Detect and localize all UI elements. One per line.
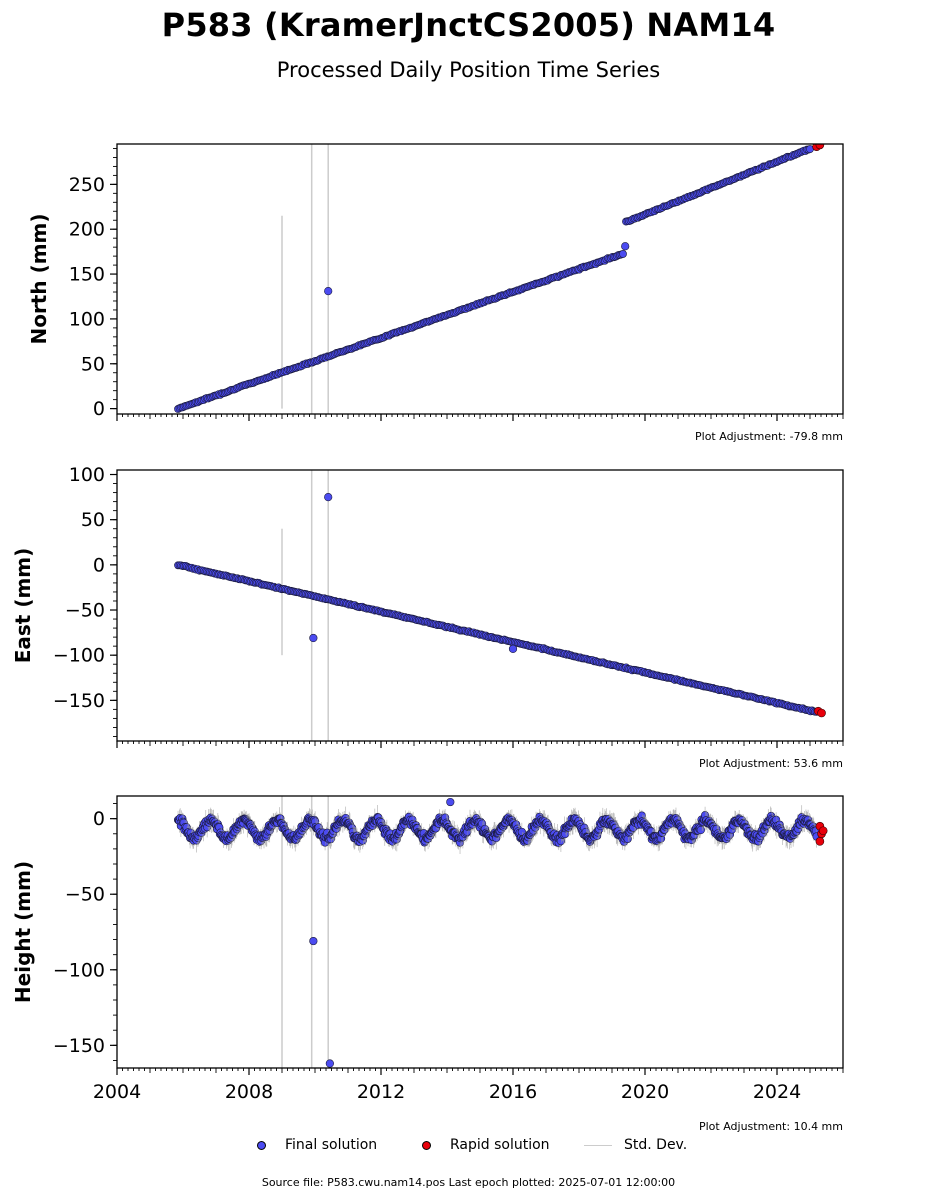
plot-adjustment: Plot Adjustment: 10.4 mm xyxy=(699,1120,843,1133)
y-tick-label: 0 xyxy=(93,398,105,420)
y-tick-label: 100 xyxy=(69,464,105,486)
legend-final: Final solution xyxy=(257,1137,377,1153)
x-tick-label: 2024 xyxy=(753,1081,801,1103)
outlier-point xyxy=(324,493,333,502)
y-tick-label: 50 xyxy=(81,509,105,531)
legend-final-marker xyxy=(257,1140,266,1150)
chart-title: P583 (KramerJnctCS2005) NAM14 xyxy=(161,6,776,44)
rapid-point xyxy=(817,708,826,718)
rapid-point xyxy=(818,826,828,836)
outlier-point xyxy=(324,287,333,296)
y-tick-label: 100 xyxy=(69,308,105,330)
x-tick-label: 2016 xyxy=(489,1081,537,1103)
final-point xyxy=(619,250,627,258)
legend-stddev-marker xyxy=(584,1144,612,1146)
y-tick-label: −100 xyxy=(53,959,105,981)
outlier-point xyxy=(309,936,318,946)
x-tick-label: 2012 xyxy=(357,1081,405,1103)
y-axis-label: East (mm) xyxy=(11,548,35,664)
y-tick-label: 0 xyxy=(93,808,105,830)
y-tick-label: −150 xyxy=(53,1035,105,1057)
plot-area-1 xyxy=(174,470,826,741)
panel-frame xyxy=(116,469,844,742)
panel-frame xyxy=(116,143,844,415)
plot-adjustment: Plot Adjustment: 53.6 mm xyxy=(699,757,843,770)
panel-0: 0 50 100 150 200 250 North (mm) Plot Adjustment… xyxy=(27,143,844,443)
legend-final-label: Final solution xyxy=(285,1137,378,1153)
outlier-point xyxy=(446,797,455,807)
x-tick-label: 2020 xyxy=(621,1081,669,1103)
plot-area-0 xyxy=(174,144,825,414)
legend-rapid: Rapid solution xyxy=(422,1137,550,1153)
rapid-point xyxy=(815,837,825,846)
outlier-point xyxy=(508,644,518,653)
y-axis-label: Height (mm) xyxy=(11,861,35,1003)
x-tick-label: 2004 xyxy=(93,1081,141,1103)
panel-2: −150 −100 −50 0 Height (mm) 2004 2008 2012 2016 2… xyxy=(11,795,844,1133)
chart-subtitle: Processed Daily Position Time Series xyxy=(276,58,661,82)
legend-stddev-label: Std. Dev. xyxy=(624,1137,688,1153)
legend-rapid-label: Rapid solution xyxy=(450,1137,550,1153)
legend-stddev: Std. Dev. xyxy=(584,1137,687,1153)
y-axis-label: North (mm) xyxy=(27,213,51,344)
plot-adjustment: Plot Adjustment: -79.8 mm xyxy=(695,430,843,443)
legend-rapid-marker xyxy=(422,1140,431,1150)
y-tick-label: 250 xyxy=(69,174,105,196)
y-tick-label: −100 xyxy=(53,645,105,667)
y-tick-label: −50 xyxy=(65,600,105,622)
y-tick-label: 150 xyxy=(69,264,105,286)
outlier-point xyxy=(621,242,630,251)
y-tick-label: 0 xyxy=(93,554,105,576)
y-tick-label: 200 xyxy=(69,219,105,241)
legend: Final solution Rapid solution Std. Dev. xyxy=(0,1137,937,1157)
y-tick-label: −50 xyxy=(65,884,105,906)
rapid-point xyxy=(815,144,825,150)
x-tick-label: 2008 xyxy=(225,1081,273,1103)
y-tick-label: −150 xyxy=(53,690,105,712)
outlier-point xyxy=(309,633,318,643)
outlier-point xyxy=(325,1059,334,1068)
source-footer: Source file: P583.cwu.nam14.pos Last epo… xyxy=(261,1176,676,1189)
y-tick-label: 50 xyxy=(81,353,105,375)
plot-area-2 xyxy=(173,796,828,1068)
panel-1: −150 −100 −50 0 50 100 East (mm) Plot Adjustmen… xyxy=(11,464,844,770)
